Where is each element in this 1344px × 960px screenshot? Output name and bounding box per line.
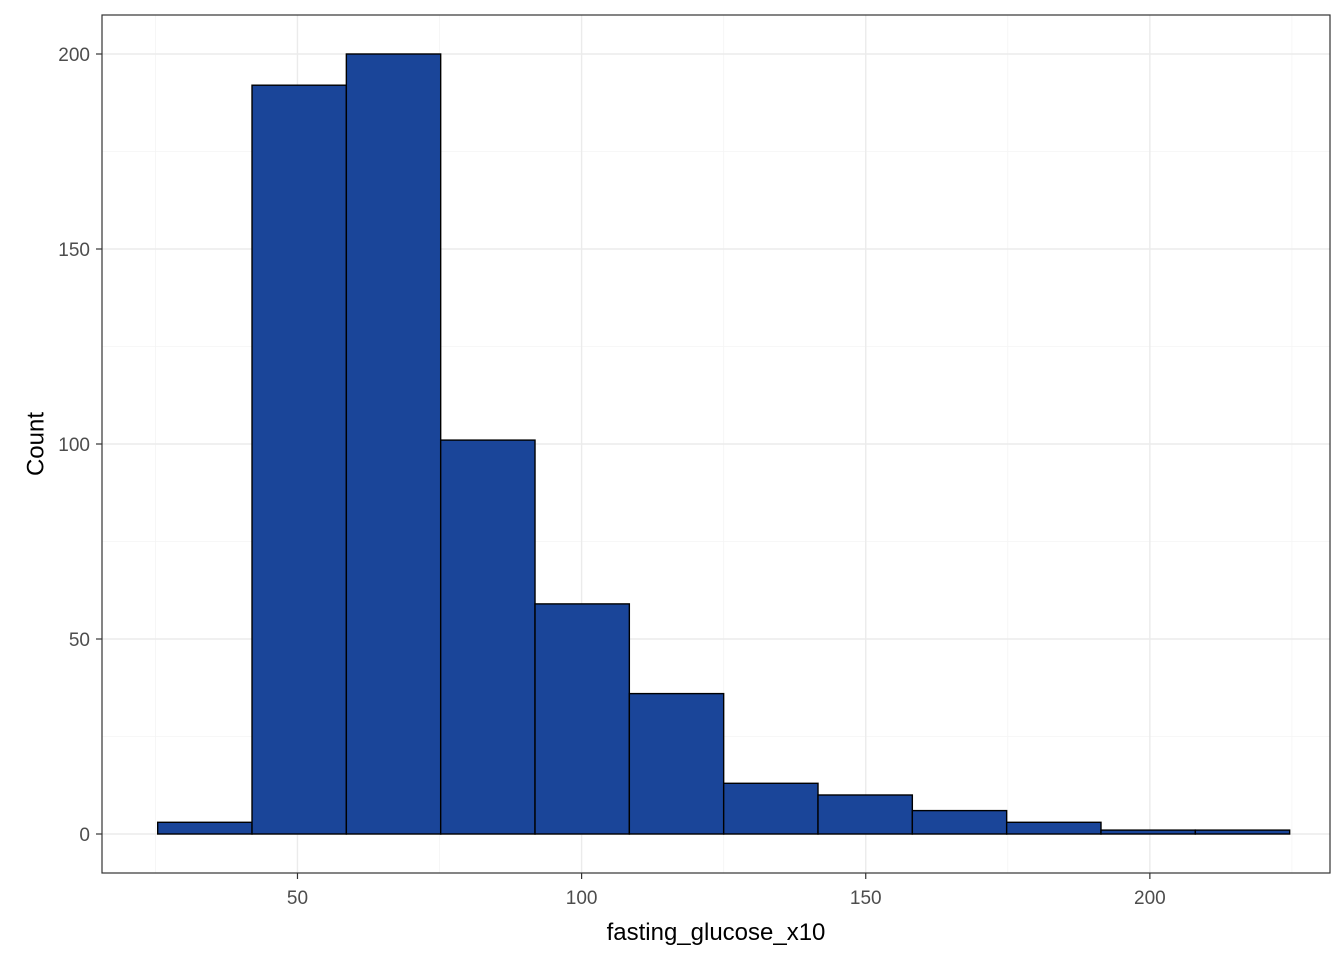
y-tick-label: 150 xyxy=(58,240,90,261)
histogram-bar-7 xyxy=(722,782,819,835)
y-axis-title: Count xyxy=(22,412,49,476)
y-tick-label: 0 xyxy=(79,825,90,846)
y-tick-label: 200 xyxy=(58,45,90,66)
histogram-bar-2 xyxy=(251,84,348,835)
histogram-bar-6 xyxy=(628,692,725,835)
histogram-bar-10 xyxy=(1005,821,1102,835)
histogram-bar-3 xyxy=(345,53,442,835)
tick-labels: 50 100 150 200 0 50 100 150 200 xyxy=(58,45,1165,909)
histogram-bar-9 xyxy=(911,809,1008,835)
histogram-bar-4 xyxy=(439,439,536,835)
histogram-bar-1 xyxy=(156,821,253,835)
histogram-bar-11 xyxy=(1100,829,1197,835)
x-tick-label: 100 xyxy=(566,888,598,909)
axis-ticks xyxy=(96,53,1151,879)
y-tick-label: 100 xyxy=(58,435,90,456)
histogram-bar-5 xyxy=(534,603,631,835)
y-tick-label: 50 xyxy=(69,630,90,651)
x-tick-label: 200 xyxy=(1134,888,1166,909)
x-axis-title: fasting_glucose_x10 xyxy=(607,919,826,946)
x-tick-label: 150 xyxy=(850,888,882,909)
histogram-bar-8 xyxy=(817,794,914,835)
x-tick-label: 50 xyxy=(287,888,308,909)
histogram-bars xyxy=(156,53,1291,835)
histogram-bar-12 xyxy=(1194,829,1291,835)
